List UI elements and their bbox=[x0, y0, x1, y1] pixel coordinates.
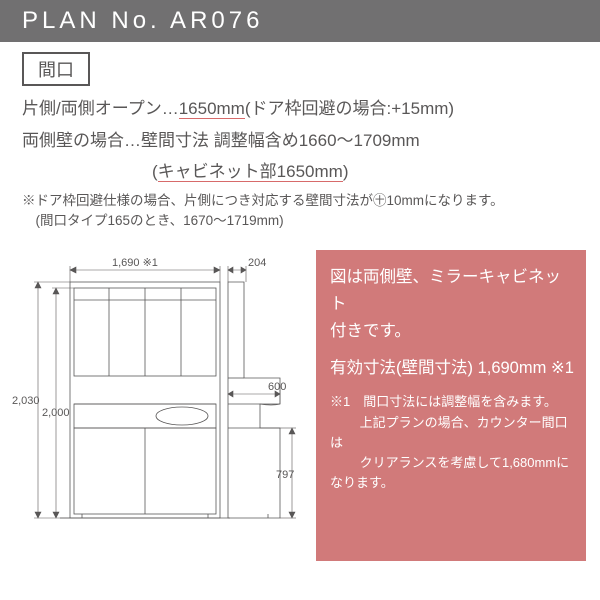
dim-h-outer: 2,030 bbox=[12, 395, 40, 407]
dim-depth-mid: 600 bbox=[268, 381, 286, 393]
spec-line1-suffix: (ドア枠回避の場合:+15mm) bbox=[245, 99, 454, 118]
spec-note-2: (間口タイプ165のとき、1670～1719mm) bbox=[22, 211, 578, 231]
callout-small3: クリアランスを考慮して1,680mmになります。 bbox=[330, 453, 574, 493]
spec-line-2b: (キャビネット部1650mm) bbox=[22, 159, 578, 185]
spec-line1-mm: 1650mm bbox=[179, 99, 245, 119]
spec-line2b-suffix: ) bbox=[343, 162, 349, 181]
dim-width-top: 1,690 ※1 bbox=[112, 257, 158, 269]
callout-box: 図は両側壁、ミラーキャビネット 付きです。 有効寸法(壁間寸法) 1,690mm… bbox=[316, 250, 586, 561]
header-bar: PLAN No. AR076 bbox=[0, 0, 600, 42]
callout-line2: 付きです。 bbox=[330, 318, 574, 345]
spec-line-1: 片側/両側オープン…1650mm(ドア枠回避の場合:+15mm) bbox=[22, 96, 578, 122]
plan-title: PLAN No. AR076 bbox=[22, 7, 263, 35]
dim-h-right: 797 bbox=[276, 469, 294, 481]
lower-row: 1,690 ※1 204 600 bbox=[0, 232, 600, 561]
callout-small1: ※1 間口寸法には調整幅を含みます。 bbox=[330, 392, 574, 412]
callout-line1: 図は両側壁、ミラーキャビネット bbox=[330, 264, 574, 318]
dim-h-inner: 2,000 bbox=[42, 407, 70, 419]
spec-line2b-mm: キャビネット部1650mm bbox=[158, 162, 343, 182]
callout-line3: 有効寸法(壁間寸法) 1,690mm ※1 bbox=[330, 355, 574, 382]
spec-line-2a: 両側壁の場合…壁間寸法 調整幅含め1660～1709mm bbox=[22, 128, 578, 154]
dim-depth-top: 204 bbox=[248, 257, 266, 269]
spec-line2b-prefix: ( bbox=[152, 162, 158, 181]
spec-block: 片側/両側オープン…1650mm(ドア枠回避の場合:+15mm) 両側壁の場合…… bbox=[0, 92, 600, 232]
cabinet-diagram: 1,690 ※1 204 600 bbox=[12, 246, 302, 556]
spec-line1-prefix: 片側/両側オープン… bbox=[22, 99, 179, 118]
diagram-wrap: 1,690 ※1 204 600 bbox=[12, 246, 302, 561]
callout-small2: 上記プランの場合、カウンター間口は bbox=[330, 413, 574, 453]
section-tag: 間口 bbox=[22, 52, 90, 86]
spec-note-1: ※ドア枠回避仕様の場合、片側につき対応する壁間寸法が㊉10mmになります。 bbox=[22, 191, 578, 211]
